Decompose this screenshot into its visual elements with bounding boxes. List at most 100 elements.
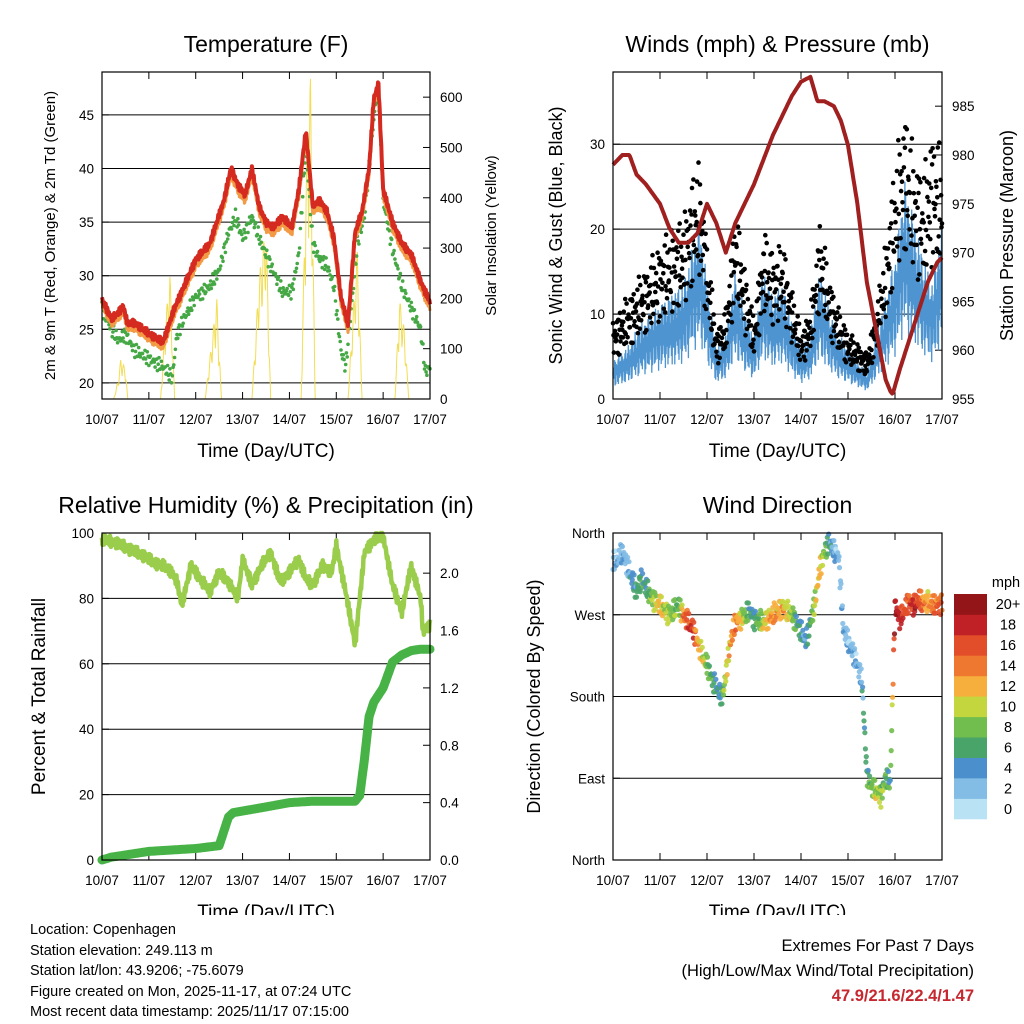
- dewpoint-point: [411, 317, 415, 321]
- direction-point: [836, 565, 843, 571]
- x-tick-label: 14/07: [784, 873, 818, 888]
- gust-point: [669, 309, 675, 314]
- gust-point: [678, 284, 683, 290]
- dewpoint-point: [215, 277, 219, 281]
- gust-point: [836, 305, 841, 310]
- dewpoint-point: [341, 353, 346, 357]
- direction-point: [889, 702, 895, 708]
- gust-point: [678, 244, 684, 250]
- dewpoint-point: [422, 360, 426, 365]
- y2-tick-label: 985: [952, 99, 975, 114]
- gust-point: [809, 297, 814, 302]
- gust-point: [744, 282, 749, 288]
- dewpoint-point: [278, 286, 282, 291]
- direction-point: [839, 603, 846, 609]
- dewpoint-point: [357, 242, 361, 246]
- gust-point: [821, 308, 827, 314]
- direction-point: [640, 571, 646, 577]
- gust-point: [791, 303, 797, 309]
- gust-point: [679, 254, 684, 260]
- gust-point: [670, 238, 675, 244]
- gust-point: [691, 177, 696, 182]
- dewpoint-point: [326, 265, 331, 270]
- gust-point: [861, 356, 867, 361]
- direction-point: [931, 593, 938, 599]
- figure: Temperature (F) Time (Day/UTC) 10/07 11/07 1…: [29, 31, 1020, 915]
- y2-tick-label: 960: [952, 343, 975, 358]
- gust-point: [904, 126, 910, 132]
- gust-point: [698, 200, 703, 206]
- gust-point: [843, 359, 849, 365]
- latlon-text: Station lat/lon: 43.9206; -75.6079: [30, 963, 244, 979]
- dewpoint-point: [310, 224, 314, 228]
- dewpoint-point: [342, 357, 346, 362]
- y2-tick-label: 0.4: [440, 796, 459, 811]
- direction-point: [820, 562, 826, 569]
- gust-point: [618, 339, 623, 344]
- dewpoint-point: [143, 357, 148, 361]
- colorbar-label: 16: [1000, 638, 1016, 654]
- gust-point: [869, 347, 874, 353]
- direction-point: [818, 571, 824, 577]
- dewpoint-point: [121, 336, 125, 340]
- dewpoint-point: [308, 212, 313, 217]
- panel-2-title: Relative Humidity (%) & Precipitation (i…: [58, 492, 473, 518]
- y-tick-label: 25: [79, 322, 94, 337]
- dewpoint-point: [144, 361, 149, 366]
- y-tick-label: North: [572, 853, 605, 868]
- dewpoint-point: [173, 347, 178, 352]
- direction-point: [711, 671, 718, 677]
- x-tick-label: 12/07: [690, 873, 724, 888]
- y-tick-label: 40: [79, 722, 94, 737]
- gust-point: [666, 278, 672, 283]
- dewpoint-point: [354, 262, 358, 266]
- y-tick-label: 45: [79, 108, 94, 123]
- y2-tick-label: 500: [440, 140, 463, 155]
- dewpoint-point: [414, 317, 418, 322]
- gust-point: [614, 332, 620, 337]
- dewpoint-point: [193, 292, 198, 297]
- gust-point: [937, 217, 942, 222]
- y2-tick-label: 100: [440, 342, 463, 357]
- colorbar-label: 8: [1004, 720, 1012, 736]
- direction-point: [891, 631, 898, 637]
- gust-point: [803, 318, 809, 324]
- gust-point: [849, 333, 855, 338]
- dewpoint-point: [204, 290, 208, 294]
- dewpoint-point: [197, 289, 201, 293]
- gust-point: [898, 235, 903, 241]
- dewpoint-point: [422, 367, 427, 371]
- gust-point: [847, 346, 852, 352]
- gust-point: [622, 296, 628, 302]
- gust-point: [799, 347, 805, 353]
- gust-point: [694, 219, 699, 225]
- direction-series: [610, 531, 945, 810]
- gust-point: [693, 247, 699, 252]
- gust-point: [621, 319, 626, 325]
- gust-point: [915, 205, 920, 210]
- direction-point: [769, 610, 775, 616]
- gust-point: [636, 274, 642, 280]
- direction-point: [889, 728, 895, 734]
- y-tick-label: 40: [79, 161, 94, 176]
- gust-point: [884, 255, 889, 261]
- gust-point: [688, 223, 693, 228]
- gust-point: [907, 227, 912, 232]
- gust-point: [904, 208, 910, 213]
- x-tick-label: 11/07: [644, 873, 677, 888]
- dewpoint-point: [148, 354, 153, 358]
- direction-point: [867, 773, 873, 779]
- dewpoint-point: [225, 237, 230, 241]
- gust-point: [769, 312, 774, 318]
- dewpoint-point: [134, 342, 139, 347]
- gust-point: [750, 313, 756, 319]
- gust-point: [766, 270, 771, 275]
- colorbar-label: 10: [1000, 700, 1016, 716]
- gust-point: [630, 340, 635, 346]
- gust-point: [932, 214, 938, 219]
- gust-point: [789, 310, 795, 315]
- dewpoint-point: [115, 340, 120, 345]
- direction-point: [926, 593, 932, 599]
- dewpoint-point: [126, 332, 130, 337]
- y-tick-label: West: [574, 608, 605, 623]
